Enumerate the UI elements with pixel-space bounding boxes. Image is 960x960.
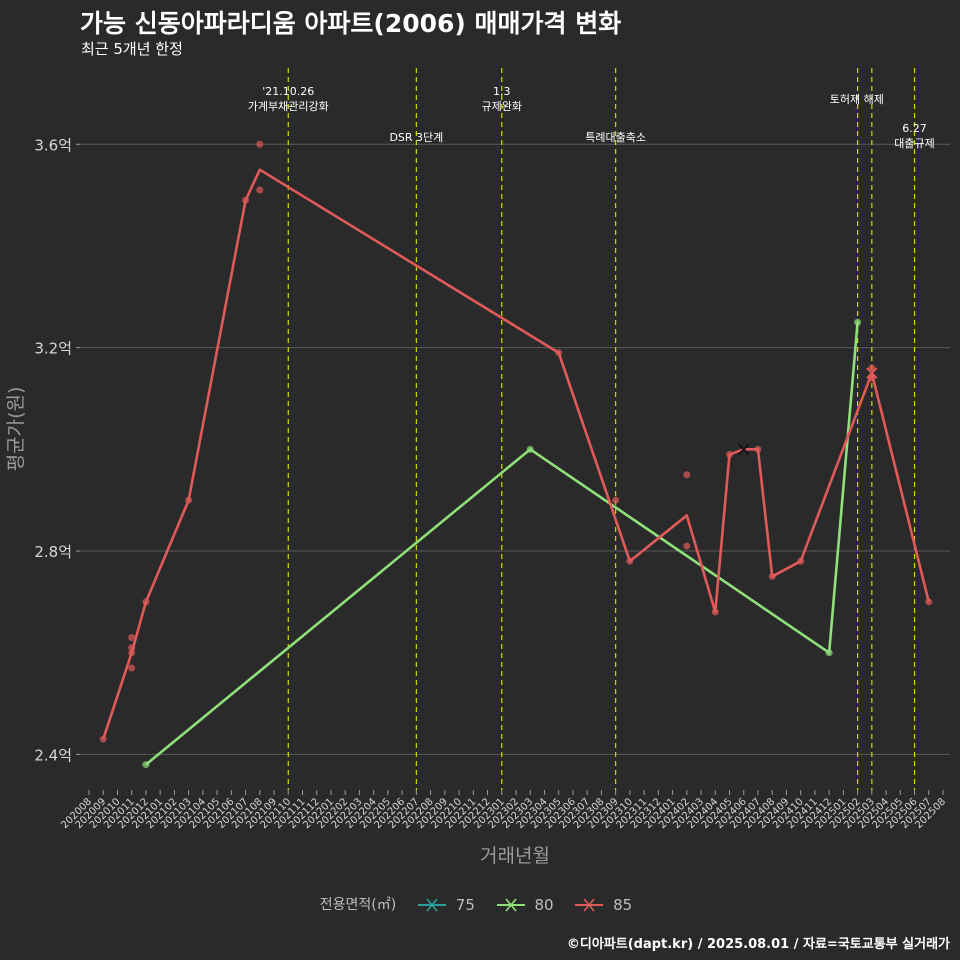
- event-label: 1.3 규제완화: [482, 85, 522, 113]
- legend: 전용면적(㎡) 75 80 85: [0, 894, 960, 914]
- event-label: 특례대출축소: [585, 131, 646, 144]
- y-tick-label: 3.2억: [34, 340, 72, 358]
- data-point-85: [612, 496, 620, 504]
- data-point-85: [128, 633, 136, 641]
- legend-item-85: 85: [574, 895, 632, 914]
- legend-label-80: 80: [534, 895, 554, 914]
- source-caption: ©디아파트(dapt.kr) / 2025.08.01 / 자료=국토교통부 실…: [566, 937, 950, 952]
- event-label: 6.27 대출규제: [894, 122, 934, 150]
- data-point-85: [683, 471, 691, 479]
- y-tick-label: 3.6억: [34, 136, 72, 154]
- chart-title: 가능 신동아파라디움 아파트(2006) 매매가격 변화: [80, 9, 622, 38]
- series-line-80: [145, 322, 859, 766]
- series-line-85: [101, 168, 931, 740]
- legend-swatch-80: [496, 897, 525, 912]
- legend-item-75: 75: [417, 895, 475, 914]
- y-tick-label: 2.4억: [34, 746, 72, 764]
- y-axis-title: 평균가(원): [5, 387, 27, 472]
- legend-swatch-85: [575, 897, 604, 912]
- x-axis-title: 거래년월: [480, 845, 550, 867]
- event-label: 토허제 해제: [830, 92, 884, 106]
- data-point-85: [256, 186, 264, 194]
- legend-title: 전용면적(㎡): [319, 897, 397, 913]
- event-label: '21.10.26 가계부채관리강화: [248, 85, 329, 113]
- chart-subtitle: 최근 5개년 한정: [81, 40, 183, 58]
- data-point-85: [256, 140, 264, 148]
- y-tick-label: 2.8억: [34, 543, 72, 561]
- legend-label-75: 75: [455, 895, 475, 914]
- x-marker-85: [866, 367, 878, 379]
- legend-label-85: 85: [613, 895, 633, 914]
- legend-item-80: 80: [496, 895, 554, 914]
- x-marker-85: [738, 443, 750, 455]
- data-point-85: [128, 664, 136, 672]
- event-label: DSR 3단계: [389, 131, 443, 144]
- data-point-85: [683, 542, 691, 550]
- legend-swatch-75: [418, 897, 447, 912]
- data-point-85: [868, 364, 876, 372]
